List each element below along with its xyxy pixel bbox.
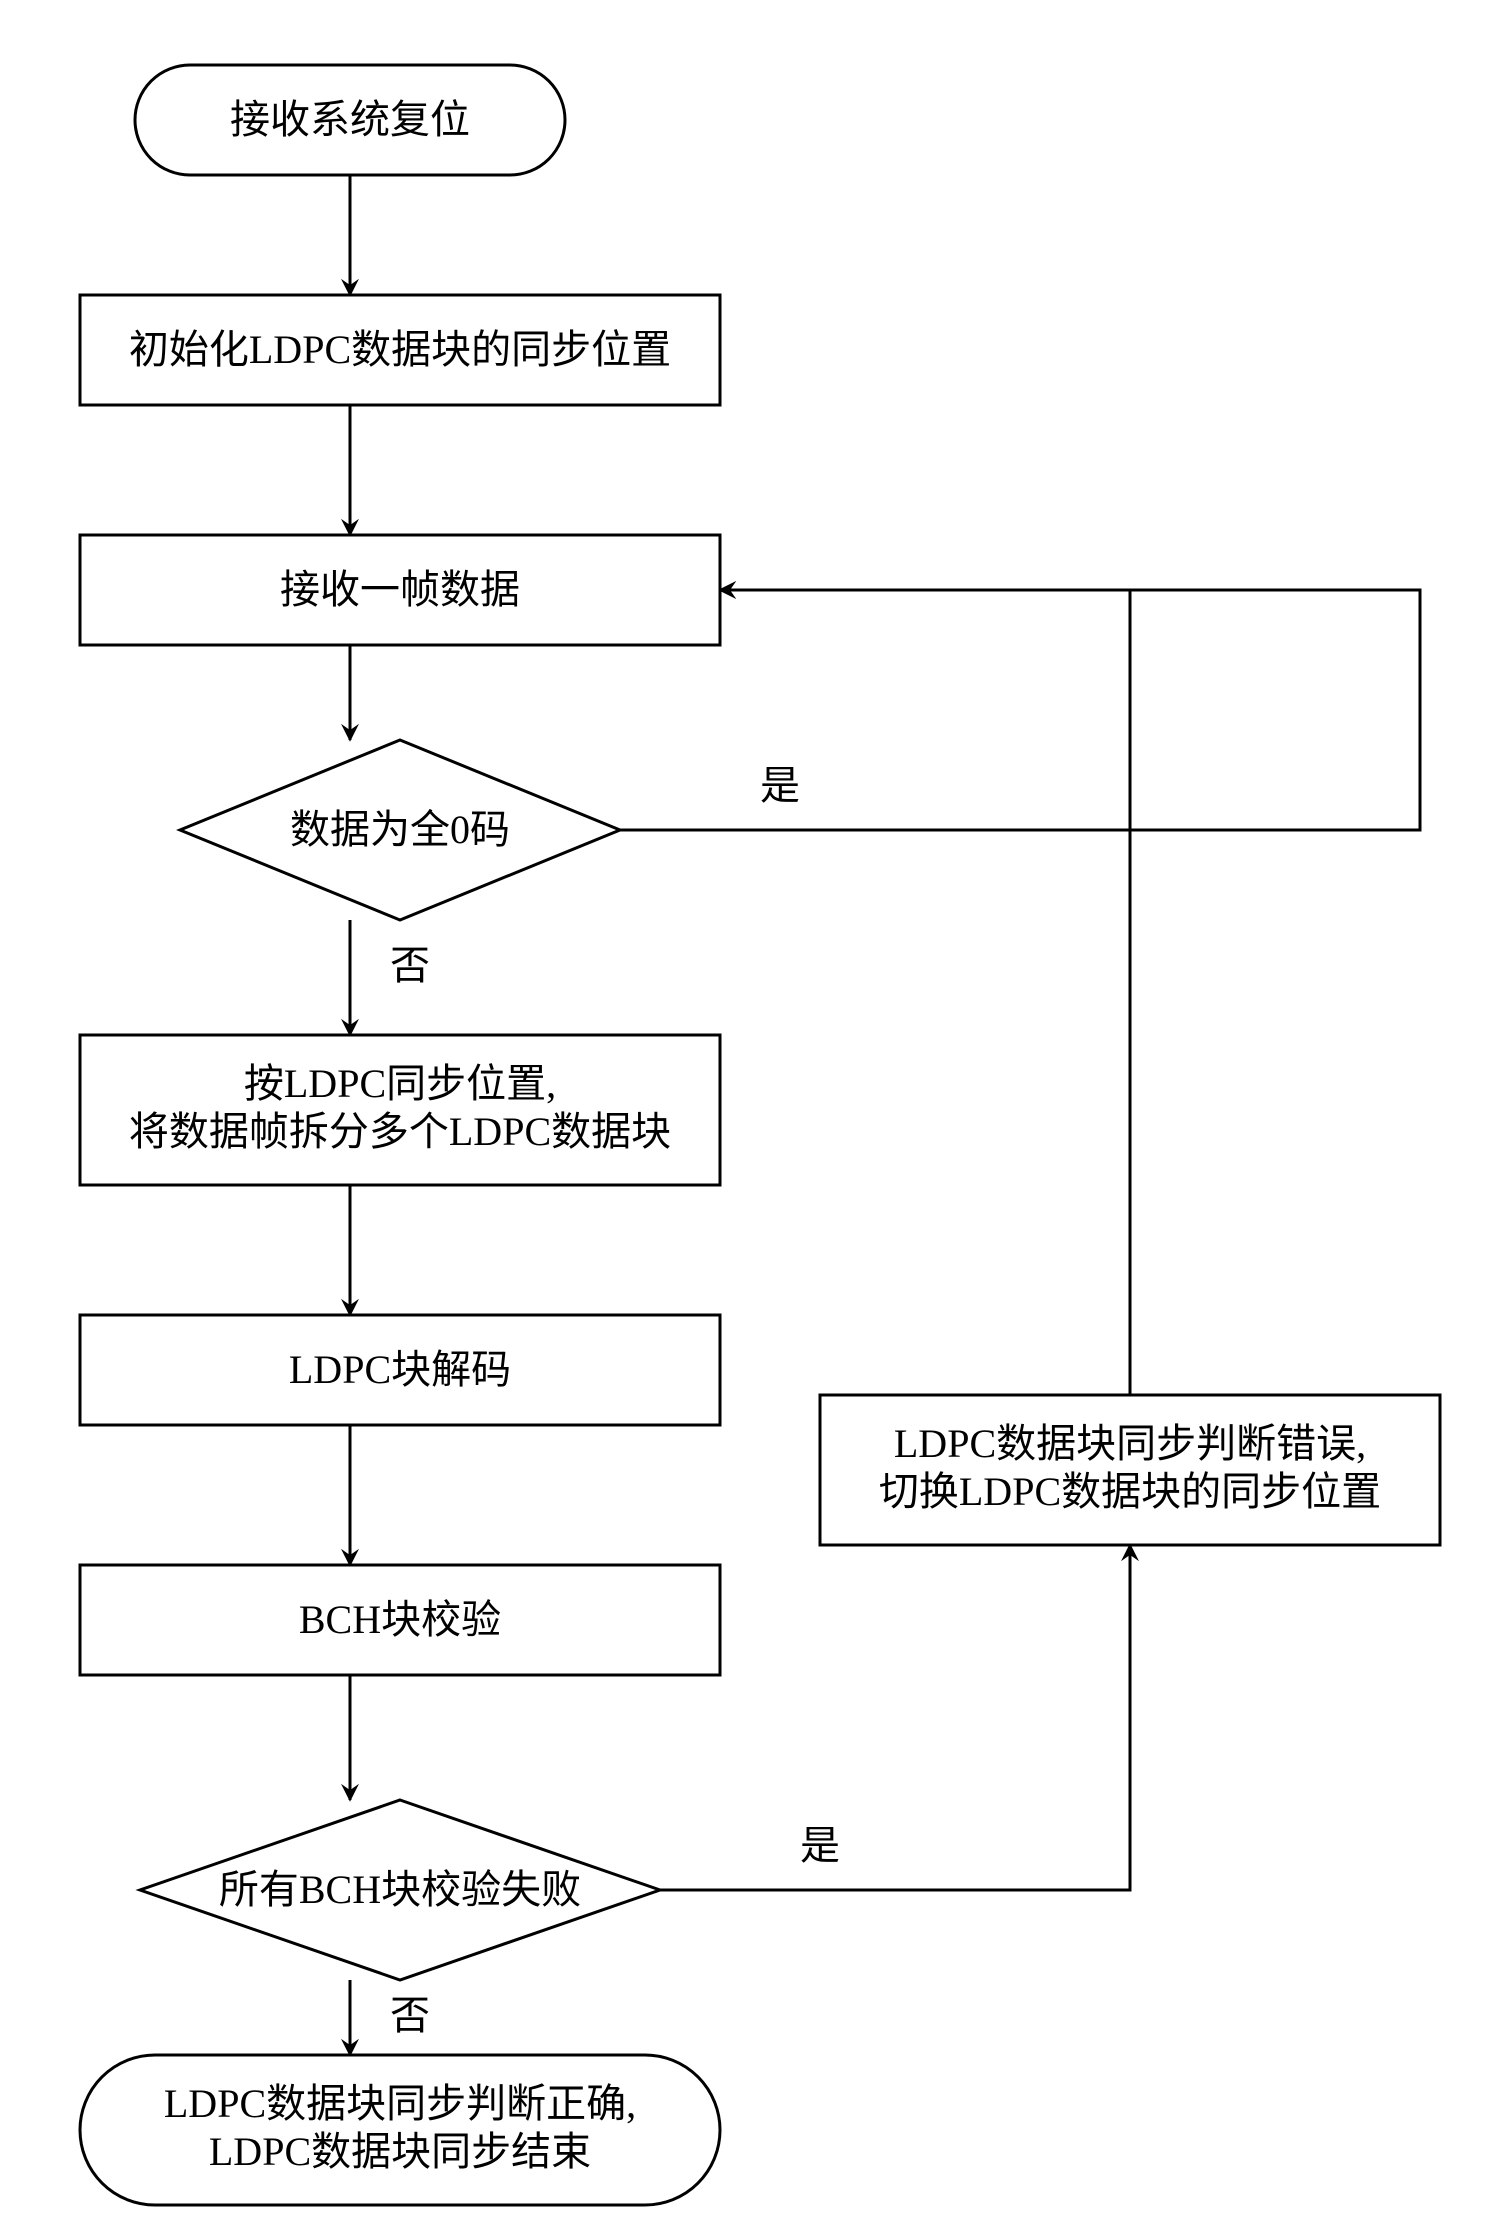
node-text: BCH块校验 [299, 1597, 501, 1642]
node-split: 按LDPC同步位置,将数据帧拆分多个LDPC数据块 [80, 1035, 720, 1185]
node-init: 初始化LDPC数据块的同步位置 [80, 295, 720, 405]
edge [720, 590, 1130, 1395]
node-switch: LDPC数据块同步判断错误,切换LDPC数据块的同步位置 [820, 1395, 1440, 1545]
node-text: 所有BCH块校验失败 [219, 1867, 581, 1912]
node-bch: BCH块校验 [80, 1565, 720, 1675]
node-end: LDPC数据块同步判断正确,LDPC数据块同步结束 [80, 2055, 720, 2205]
node-text: LDPC块解码 [289, 1347, 511, 1392]
node-text: 接收一帧数据 [280, 567, 520, 612]
node-text: 切换LDPC数据块的同步位置 [879, 1469, 1381, 1514]
node-text: 接收系统复位 [230, 97, 470, 142]
node-text: 按LDPC同步位置, [244, 1061, 556, 1106]
node-text: 初始化LDPC数据块的同步位置 [129, 327, 671, 372]
node-bchfail: 所有BCH块校验失败 [140, 1800, 660, 1980]
node-allzero: 数据为全0码 [180, 740, 620, 920]
node-text: LDPC数据块同步判断正确, [164, 2081, 636, 2126]
node-text: LDPC数据块同步结束 [209, 2129, 591, 2174]
node-text: 将数据帧拆分多个LDPC数据块 [129, 1109, 671, 1154]
edge [660, 1545, 1130, 1890]
node-recv: 接收一帧数据 [80, 535, 720, 645]
node-text: 数据为全0码 [290, 807, 510, 852]
edge-label: 否 [390, 1993, 430, 2038]
flowchart: 否否是是接收系统复位初始化LDPC数据块的同步位置接收一帧数据数据为全0码按LD… [0, 0, 1494, 2221]
edge [620, 590, 1420, 830]
node-start: 接收系统复位 [135, 65, 565, 175]
node-ldpc: LDPC块解码 [80, 1315, 720, 1425]
edge-label: 否 [390, 943, 430, 988]
node-text: LDPC数据块同步判断错误, [894, 1421, 1366, 1466]
edge-label: 是 [760, 763, 800, 808]
edge-label: 是 [800, 1823, 840, 1868]
